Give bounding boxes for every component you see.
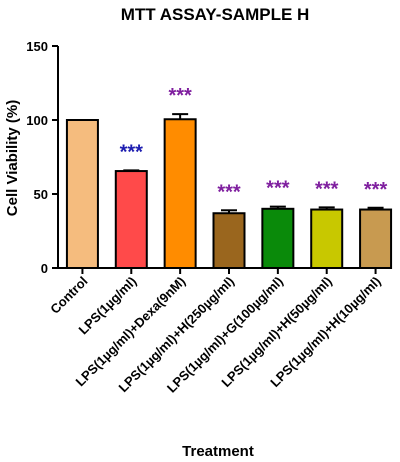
category-labels: ControlLPS(1µg/ml)LPS(1µg/ml)+Dexa(9nM)L… — [47, 274, 383, 396]
y-tick-label: 0 — [41, 261, 48, 276]
bar — [212, 212, 246, 270]
bar — [359, 208, 393, 269]
x-axis-label: Treatment — [182, 443, 254, 460]
significance-marker: *** — [315, 178, 339, 200]
y-tick-label: 150 — [26, 39, 48, 54]
y-axis-label: Cell Viability (%) — [4, 100, 21, 216]
chart-title: MTT ASSAY-SAMPLE H — [121, 5, 310, 24]
y-tick-label: 50 — [34, 187, 48, 202]
significance-marker: *** — [168, 85, 192, 107]
significance-markers: *** *** *** *** *** *** — [120, 85, 388, 203]
significance-marker: *** — [266, 178, 290, 200]
significance-marker: *** — [120, 141, 144, 163]
error-bars — [123, 113, 384, 214]
y-axis: 0 50 100 150 — [26, 39, 59, 276]
category-label: Control — [47, 274, 90, 317]
bar — [261, 207, 295, 270]
bars — [65, 118, 393, 270]
bar — [310, 208, 344, 269]
significance-marker: *** — [217, 181, 241, 203]
bar — [163, 118, 197, 270]
bar — [114, 170, 148, 269]
bar — [65, 119, 99, 269]
y-tick-label: 100 — [26, 113, 48, 128]
significance-marker: *** — [364, 179, 388, 201]
